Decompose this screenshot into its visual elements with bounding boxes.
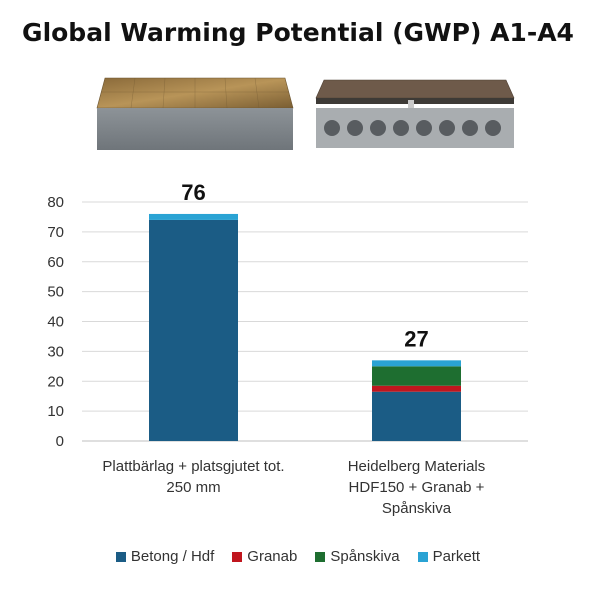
- legend-item: Granab: [232, 548, 297, 565]
- y-tick-label: 50: [47, 284, 64, 301]
- x-category-label: Plattbärlag + platsgjutet tot.: [102, 458, 284, 475]
- y-tick-label: 40: [47, 314, 64, 331]
- y-tick-label: 20: [47, 373, 64, 390]
- legend-label: Parkett: [432, 548, 481, 565]
- legend-swatch: [315, 551, 326, 562]
- x-category-label: HDF150 + Granab +: [349, 479, 485, 496]
- bar-segment-betong-hdf: [149, 219, 238, 441]
- legend-label: Granab: [247, 548, 298, 565]
- legend-swatch: [417, 551, 428, 562]
- chart-legend: Betong / Hdf Granab Spånskiva Parkett: [0, 548, 596, 565]
- legend-swatch: [232, 551, 243, 562]
- x-category-label: Spånskiva: [382, 500, 452, 517]
- stacked-bar-chart: 0 10 20 30 40 50 60 70 80 76 Plattbärlag + platsgj…: [47, 180, 528, 517]
- legend-item: Parkett: [417, 548, 481, 565]
- y-tick-label: 60: [47, 254, 64, 271]
- hollow-core-slab-illustration: [315, 79, 515, 148]
- solid-slab-illustration: [96, 77, 294, 150]
- y-tick-label: 80: [47, 194, 64, 211]
- legend-item: Spånskiva: [315, 548, 400, 565]
- bar-total-label: 76: [181, 180, 205, 205]
- legend-item: Betong / Hdf: [115, 548, 215, 565]
- bar-segment-parkett: [149, 213, 238, 220]
- bar-segment-granab: [372, 385, 461, 392]
- y-tick-label: 10: [47, 403, 64, 420]
- y-tick-label: 70: [47, 224, 64, 241]
- x-category-label: 250 mm: [166, 479, 220, 496]
- bar-segment-parkett: [372, 360, 461, 367]
- x-category-label: Heidelberg Materials: [348, 458, 486, 475]
- chart-title: Global Warming Potential (GWP) A1-A4: [22, 18, 574, 47]
- legend-swatch: [115, 551, 126, 562]
- y-tick-label: 0: [56, 433, 64, 450]
- bar-segment-betong-hdf: [372, 391, 461, 441]
- bar-segment-spånskiva: [372, 366, 461, 386]
- legend-label: Spånskiva: [330, 548, 400, 565]
- bar-total-label: 27: [404, 326, 428, 351]
- legend-label: Betong / Hdf: [130, 548, 215, 565]
- y-tick-label: 30: [47, 343, 64, 360]
